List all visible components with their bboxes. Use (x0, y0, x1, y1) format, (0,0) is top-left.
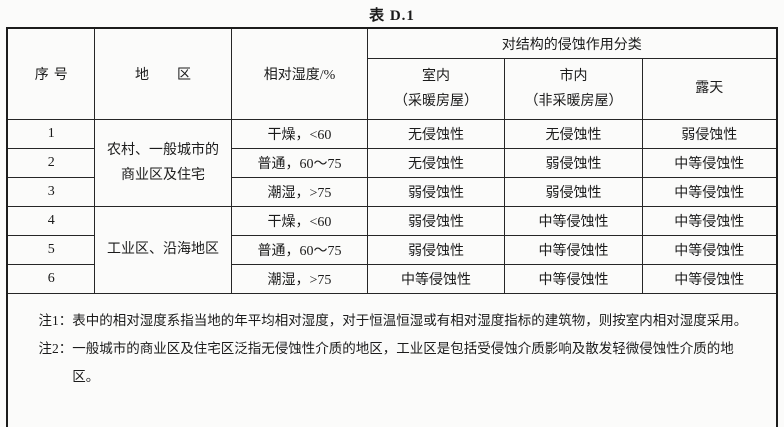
notes-section-row: 注1： 表中的相对湿度系指当地的年平均相对湿度，对于恒温恒湿或有相对湿度指标的建… (6, 293, 778, 427)
table-row-5: 5 普通，60～75 弱侵蚀性 中等侵蚀性 中等侵蚀性 (6, 235, 778, 265)
cell-humidity: 潮湿，>75 (230, 177, 368, 207)
table-row-6: 6 潮湿，>75 中等侵蚀性 中等侵蚀性 中等侵蚀性 (6, 264, 778, 294)
cell-indoor-heated: 无侵蚀性 (366, 119, 505, 149)
cell-humidity: 普通，60～75 (230, 148, 368, 178)
cell-indoor-unheated: 弱侵蚀性 (503, 148, 643, 178)
cell-indoor-heated: 弱侵蚀性 (366, 177, 505, 207)
header-relative-humidity: 相对湿度/% (230, 27, 368, 120)
cell-indoor-heated: 弱侵蚀性 (366, 206, 505, 236)
cell-indoor-heated: 中等侵蚀性 (366, 264, 505, 294)
cell-serial: 6 (6, 264, 95, 294)
cell-region-group-industrial: 工业区、沿海地区 (93, 206, 232, 294)
header-open-air: 露天 (641, 58, 778, 120)
note-2-text: 一般城市的商业区及住宅区泛指无侵蚀性介质的地区，工业区是包括受侵蚀介质影响及散发… (72, 341, 734, 384)
header-row-top: 序号 地 区 相对湿度/% 对结构的侵蚀作用分类 (6, 27, 778, 120)
header-indoor-unheated-line1: 市内 (559, 68, 588, 84)
cell-open-air: 中等侵蚀性 (641, 148, 778, 178)
cell-open-air: 中等侵蚀性 (641, 206, 778, 236)
cell-serial: 3 (6, 177, 95, 207)
cell-serial: 1 (6, 119, 95, 149)
table-row-1: 1 农村、一般城市的 商业区及住宅 干燥，<60 无侵蚀性 无侵蚀性 弱侵蚀性 (6, 119, 778, 207)
corrosion-classification-table: 序号 地 区 相对湿度/% 对结构的侵蚀作用分类 室内 （采暖房屋） 市内 （非… (6, 27, 778, 427)
cell-serial: 2 (6, 148, 95, 178)
cell-open-air: 中等侵蚀性 (641, 177, 778, 207)
header-indoor-heated-line1: 室内 (421, 68, 450, 84)
cell-open-air: 弱侵蚀性 (641, 119, 778, 149)
cell-indoor-unheated: 弱侵蚀性 (503, 177, 643, 207)
cell-open-air: 中等侵蚀性 (641, 235, 778, 265)
table-title: 表 D.1 (369, 8, 415, 24)
note-2: 注2： 一般城市的商业区及住宅区泛指无侵蚀性介质的地区，工业区是包括受侵蚀介质影… (38, 335, 751, 391)
header-indoor-heated: 室内 （采暖房屋） (366, 58, 505, 120)
header-indoor-unheated: 市内 （非采暖房屋） (503, 58, 643, 120)
header-indoor-heated-line2: （采暖房屋） (393, 94, 478, 109)
cell-indoor-heated: 弱侵蚀性 (366, 235, 505, 265)
header-indoor-unheated-line2: （非采暖房屋） (524, 94, 623, 109)
notes-cell: 注1： 表中的相对湿度系指当地的年平均相对湿度，对于恒温恒湿或有相对湿度指标的建… (6, 293, 778, 427)
cell-indoor-heated: 无侵蚀性 (366, 148, 505, 178)
cell-open-air: 中等侵蚀性 (641, 264, 778, 294)
note-1-text: 表中的相对湿度系指当地的年平均相对湿度，对于恒温恒湿或有相对湿度指标的建筑物，则… (72, 313, 748, 328)
note-1: 注1： 表中的相对湿度系指当地的年平均相对湿度，对于恒温恒湿或有相对湿度指标的建… (38, 307, 751, 335)
table-row-4: 4 工业区、沿海地区 干燥，<60 弱侵蚀性 中等侵蚀性 中等侵蚀性 (6, 206, 778, 294)
region-group-rural-line1: 农村、一般城市的 (106, 142, 219, 158)
cell-serial: 4 (6, 206, 95, 236)
cell-serial: 5 (6, 235, 95, 265)
cell-indoor-unheated: 中等侵蚀性 (503, 235, 643, 265)
note-1-label: 注1： (38, 313, 73, 328)
table-row-3: 3 潮湿，>75 弱侵蚀性 弱侵蚀性 中等侵蚀性 (6, 177, 778, 207)
cell-humidity: 潮湿，>75 (230, 264, 368, 294)
cell-humidity: 干燥，<60 (230, 206, 368, 236)
cell-humidity: 普通，60～75 (230, 235, 368, 265)
cell-region-group-rural: 农村、一般城市的 商业区及住宅 (93, 119, 232, 207)
header-serial-number: 序号 (6, 27, 95, 120)
cell-indoor-unheated: 无侵蚀性 (503, 119, 643, 149)
region-group-rural-line2: 商业区及住宅 (120, 168, 205, 183)
header-row-sub: 室内 （采暖房屋） 市内 （非采暖房屋） 露天 (7, 58, 778, 120)
cell-humidity: 干燥，<60 (230, 119, 368, 149)
header-corrosion-classification-group: 对结构的侵蚀作用分类 (366, 27, 778, 59)
cell-indoor-unheated: 中等侵蚀性 (503, 264, 643, 294)
note-2-label: 注2： (38, 341, 73, 356)
cell-indoor-unheated: 中等侵蚀性 (503, 206, 643, 236)
header-region: 地 区 (93, 27, 232, 120)
